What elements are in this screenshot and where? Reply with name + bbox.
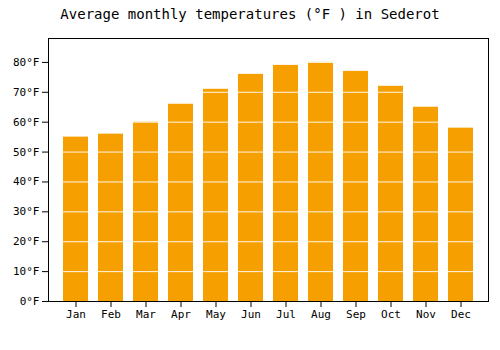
svg-text:Jul: Jul	[276, 308, 296, 321]
svg-text:Jun: Jun	[241, 308, 261, 321]
svg-text:Feb: Feb	[101, 308, 121, 321]
svg-text:60°F: 60°F	[13, 116, 40, 129]
svg-text:Oct: Oct	[381, 308, 401, 321]
svg-text:30°F: 30°F	[13, 205, 40, 218]
svg-text:Jan: Jan	[66, 308, 86, 321]
svg-text:Dec: Dec	[451, 308, 471, 321]
svg-text:Aug: Aug	[311, 308, 331, 321]
svg-text:May: May	[206, 308, 226, 321]
svg-text:0°F: 0°F	[20, 295, 40, 308]
svg-text:80°F: 80°F	[13, 56, 40, 69]
svg-text:50°F: 50°F	[13, 146, 40, 159]
svg-text:20°F: 20°F	[13, 235, 40, 248]
svg-text:70°F: 70°F	[13, 86, 40, 99]
svg-text:10°F: 10°F	[13, 265, 40, 278]
svg-text:40°F: 40°F	[13, 175, 40, 188]
svg-text:Mar: Mar	[136, 308, 156, 321]
svg-text:Sep: Sep	[346, 308, 366, 321]
html-text:Average monthly temperatures (: Average monthly temperatures (°F ) in Se…	[60, 6, 440, 22]
svg-text:Nov: Nov	[416, 308, 436, 321]
svg-text:Apr: Apr	[171, 308, 191, 321]
